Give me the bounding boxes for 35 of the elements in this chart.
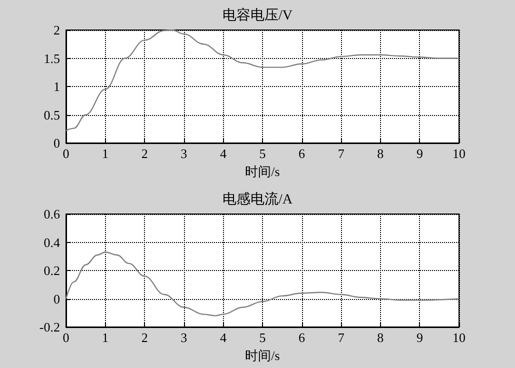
- x-tick-label: 2: [141, 330, 148, 345]
- x-axis-title: 时间/s: [245, 164, 280, 179]
- x-tick-label: 4: [220, 146, 227, 161]
- x-tick-label: 6: [298, 330, 306, 345]
- y-tick-label: 0.6: [44, 206, 60, 222]
- y-tick-label: 0: [54, 136, 60, 150]
- chart-title: 电感电流/A: [222, 192, 294, 208]
- x-tick-label: 5: [259, 330, 266, 345]
- x-tick-label: 3: [180, 330, 188, 345]
- line-series: [65, 252, 460, 316]
- x-tick-label: 7: [338, 146, 345, 161]
- x-tick-label: 6: [298, 146, 306, 161]
- y-tick-label: 2: [54, 22, 60, 38]
- x-tick-label: 3: [180, 146, 188, 161]
- x-tick-label: 7: [338, 330, 345, 345]
- y-tick-label: 0: [54, 291, 60, 306]
- y-tick-label: 1.5: [44, 50, 60, 66]
- x-tick-label: 8: [377, 146, 384, 161]
- y-tick-label: 0.4: [44, 234, 60, 250]
- y-tick-label: 0.2: [44, 263, 60, 278]
- x-tick-label: 1: [102, 146, 109, 161]
- x-tick-label: 10: [452, 330, 466, 345]
- x-axis-title: 时间/s: [245, 348, 280, 363]
- x-tick-label: 5: [259, 146, 266, 161]
- y-tick-label: -0.2: [39, 320, 60, 334]
- x-tick-label: 1: [102, 330, 109, 345]
- x-tick-label: 9: [416, 330, 423, 345]
- x-tick-label: 2: [141, 146, 148, 161]
- x-tick-label: 10: [452, 146, 466, 161]
- y-tick-label: 1: [54, 79, 60, 94]
- chart-title: 电容电压/V: [222, 8, 292, 24]
- x-tick-label: 9: [416, 146, 423, 161]
- x-tick-label: 4: [220, 330, 227, 345]
- x-tick-label: 8: [377, 330, 384, 345]
- y-tick-label: 0.5: [44, 107, 60, 122]
